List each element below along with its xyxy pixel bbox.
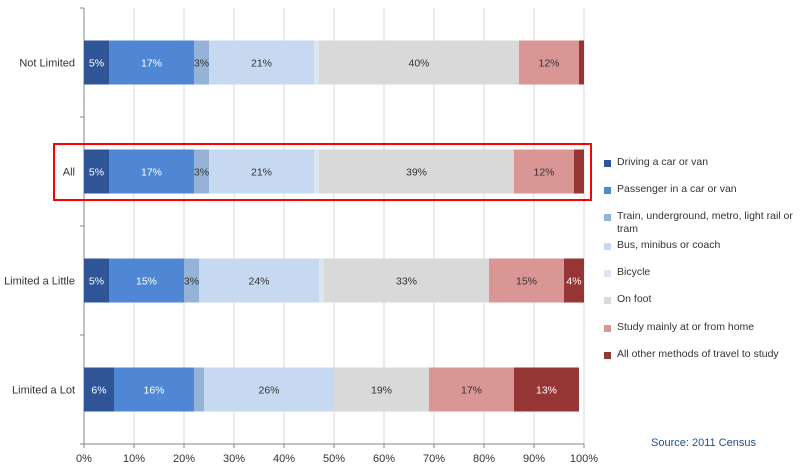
x-tick-label: 90% [523,453,545,465]
data-label: 5% [89,167,104,179]
bar-segment [514,149,574,194]
bar-segment [209,40,314,85]
data-label: 5% [89,276,104,288]
data-label: 24% [248,276,269,288]
category-label: Limited a Little [4,276,75,288]
data-label: 17% [461,385,482,397]
data-label: 21% [251,167,272,179]
bar-segment [429,367,514,412]
data-label: 33% [396,276,417,288]
x-tick-label: 40% [273,453,295,465]
data-label: 3% [184,276,199,288]
bar-segment [199,258,319,303]
legend-label-on-foot: On foot [617,293,652,305]
data-label: 12% [533,167,554,179]
bar-segment [204,367,334,412]
source-note: Source: 2011 Census [651,437,756,449]
legend-label-bicycle: Bicycle [617,266,651,278]
bar-segment [564,258,584,303]
legend-swatch-driving [604,160,611,167]
data-label: 17% [141,58,162,70]
legend-item-home: Study mainly at or from home [604,321,797,334]
x-tick-label: 70% [423,453,445,465]
bar-segment [84,258,109,303]
bar-segment [84,40,109,85]
category-label: Not Limited [19,58,75,70]
x-tick-label: 10% [123,453,145,465]
data-label: 19% [371,385,392,397]
data-label: 21% [251,58,272,70]
data-label: 26% [258,385,279,397]
bar-segment [579,40,584,85]
bar-segment [489,258,564,303]
x-tick-label: 0% [76,453,92,465]
bar-segment [194,40,209,85]
data-label: 3% [194,58,209,70]
data-label: 3% [194,167,209,179]
data-label: 39% [406,167,427,179]
bar-segment [109,40,194,85]
legend-swatch-bicycle [604,270,611,277]
legend-label-bus: Bus, minibus or coach [617,239,721,251]
legend-label-train: Train, underground, metro, light rail or… [617,210,793,235]
data-label: 4% [566,276,581,288]
legend-item-other: All other methods of travel to study [604,348,797,361]
legend-label-driving: Driving a car or van [617,156,709,168]
legend-item-bus: Bus, minibus or coach [604,239,797,252]
bar-segment [514,367,579,412]
bar-segment [334,367,429,412]
data-label: 40% [408,58,429,70]
bar-segment [314,149,319,194]
legend-label-home: Study mainly at or from home [617,321,755,333]
data-label: 15% [516,276,537,288]
bar-segment [319,258,324,303]
bar-segment [114,367,194,412]
bar-segment [574,149,584,194]
x-tick-label: 50% [323,453,345,465]
bar-segment [319,40,519,85]
bar-segment [519,40,579,85]
legend-item-train: Train, underground, metro, light rail or… [604,210,797,236]
legend-item-bicycle: Bicycle [604,266,797,279]
legend-item-driving: Driving a car or van [604,156,797,169]
bar-segment [109,258,184,303]
legend-swatch-home [604,325,611,332]
legend-item-on-foot: On foot [604,293,797,306]
data-label: 16% [143,385,164,397]
x-tick-label: 80% [473,453,495,465]
data-label: 13% [536,385,557,397]
all-row-highlight-box [53,143,592,201]
data-label: 17% [141,167,162,179]
bar-segment [194,149,209,194]
bar-segment [319,149,514,194]
legend-swatch-passenger [604,187,611,194]
bar-segment [324,258,489,303]
x-tick-label: 30% [223,453,245,465]
x-tick-label: 100% [570,453,598,465]
bar-segment [314,40,319,85]
legend-item-passenger: Passenger in a car or van [604,183,797,196]
category-label: Limited a Lot [12,385,75,397]
data-label: 12% [538,58,559,70]
legend-swatch-on-foot [604,297,611,304]
bar-segment [194,367,204,412]
data-label: 6% [91,385,106,397]
bar-segment [184,258,199,303]
x-tick-label: 60% [373,453,395,465]
data-label: 15% [136,276,157,288]
category-label: All [63,167,75,179]
legend-label-passenger: Passenger in a car or van [617,183,737,195]
bar-segment [84,367,114,412]
x-tick-label: 20% [173,453,195,465]
data-label: 5% [89,58,104,70]
bar-segment [209,149,314,194]
legend-swatch-bus [604,243,611,250]
legend-swatch-other [604,352,611,359]
bar-segment [84,149,109,194]
bar-segment [109,149,194,194]
legend-label-other: All other methods of travel to study [617,348,779,360]
legend-swatch-train [604,214,611,221]
